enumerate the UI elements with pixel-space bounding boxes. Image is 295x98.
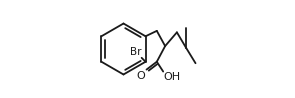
Text: O: O [136, 71, 145, 81]
Text: OH: OH [164, 72, 181, 82]
Text: Br: Br [130, 47, 141, 57]
